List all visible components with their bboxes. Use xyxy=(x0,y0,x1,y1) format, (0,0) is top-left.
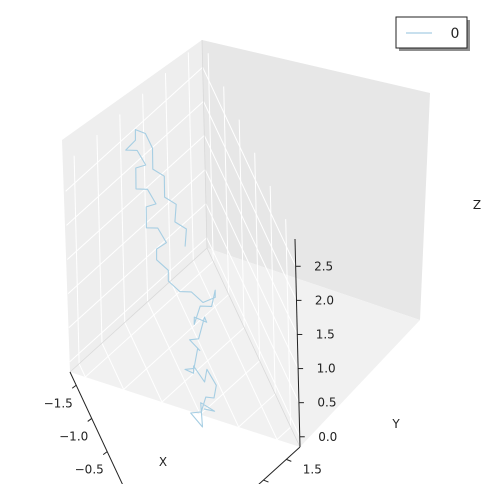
z-tick-label-2: 1.0 xyxy=(317,362,336,376)
x-tick-mark-2 xyxy=(102,451,108,456)
y-grid-left-4 xyxy=(164,73,171,282)
z-tick-label-3: 1.5 xyxy=(316,327,335,341)
pane-edge-back-vertical xyxy=(201,39,208,249)
z-grid-back-1 xyxy=(205,203,300,403)
x-axis-label: X xyxy=(159,455,167,469)
x-grid-back-0 xyxy=(207,53,214,262)
x-axis-line xyxy=(69,371,123,484)
z-grid-left-4 xyxy=(66,101,204,226)
x-grid-floor-4 xyxy=(174,393,276,484)
legend: 0 xyxy=(395,16,470,51)
z-grid-left-2 xyxy=(67,169,206,294)
z-grid-back-5 xyxy=(202,67,297,267)
y-axis-label: Y xyxy=(391,417,400,431)
y-grid-left-5 xyxy=(187,52,194,261)
tick-marks xyxy=(71,265,305,483)
series-group xyxy=(125,129,217,428)
x-tick-label-1: −1.0 xyxy=(59,429,88,443)
grid-lines xyxy=(65,52,301,484)
left-pane xyxy=(62,40,207,372)
x-grid-floor-3 xyxy=(122,360,261,484)
z-grid-back-3 xyxy=(203,135,298,335)
x-grid-back-1 xyxy=(223,86,230,295)
x-grid-back-4 xyxy=(269,185,276,394)
z-axis-line xyxy=(294,238,301,448)
y-grid-floor-3 xyxy=(147,301,234,484)
y-grid-left-1 xyxy=(96,135,103,344)
z-axis-label: Z xyxy=(473,198,481,212)
z-tick-label-5: 2.5 xyxy=(314,259,333,273)
x-grid-back-2 xyxy=(238,119,245,328)
y-axis-line xyxy=(258,446,301,484)
y-grid-floor-2 xyxy=(124,322,201,484)
x-grid-floor-1 xyxy=(91,294,230,419)
z-grid-left-3 xyxy=(66,135,205,260)
pane-edge-left-bottom xyxy=(69,247,208,373)
y-grid-left-3 xyxy=(142,93,149,302)
y-grid-floor-0 xyxy=(78,363,136,484)
back-pane xyxy=(202,40,430,320)
z-grid-left-1 xyxy=(68,203,207,329)
z-grid-back-2 xyxy=(204,169,299,369)
z-grid-back-0 xyxy=(206,237,301,437)
y-tick-mark-5 xyxy=(286,458,292,462)
axis-lines xyxy=(69,39,301,484)
y-grid-left-0 xyxy=(73,155,80,364)
y-tick-mark-4 xyxy=(263,479,269,483)
floor-pane xyxy=(70,248,420,447)
x-tick-mark-0 xyxy=(71,384,77,389)
y-grid-floor-5 xyxy=(192,260,287,460)
z-tick-label-1: 0.5 xyxy=(317,396,336,410)
series-line-0 xyxy=(125,129,217,428)
y-grid-floor-1 xyxy=(101,342,169,484)
y-tick-label-5: 1.5 xyxy=(303,462,322,476)
x-grid-back-5 xyxy=(285,219,292,428)
y-grid-left-2 xyxy=(119,114,126,323)
tick-labels: −1.5−1.0−0.50.00.51.0−1.0−0.50.00.51.01.… xyxy=(44,259,338,484)
pane-edge-back-bottom xyxy=(206,247,301,448)
z-tick-label-0: 0.0 xyxy=(318,430,337,444)
x-tick-label-2: −0.5 xyxy=(75,463,104,477)
x-grid-floor-5 xyxy=(227,426,292,484)
x-grid-floor-2 xyxy=(106,327,245,452)
x-tick-label-0: −1.5 xyxy=(44,396,73,410)
x-grid-back-3 xyxy=(254,152,261,361)
x-grid-floor-0 xyxy=(75,260,214,386)
z-grid-left-0 xyxy=(69,237,208,363)
y-grid-floor-4 xyxy=(170,280,264,481)
x-tick-mark-1 xyxy=(87,418,92,422)
legend-entry-label: 0 xyxy=(451,26,460,42)
z-grid-left-5 xyxy=(65,66,203,192)
z-tick-label-4: 2.0 xyxy=(315,293,334,307)
z-grid-back-4 xyxy=(203,101,297,301)
